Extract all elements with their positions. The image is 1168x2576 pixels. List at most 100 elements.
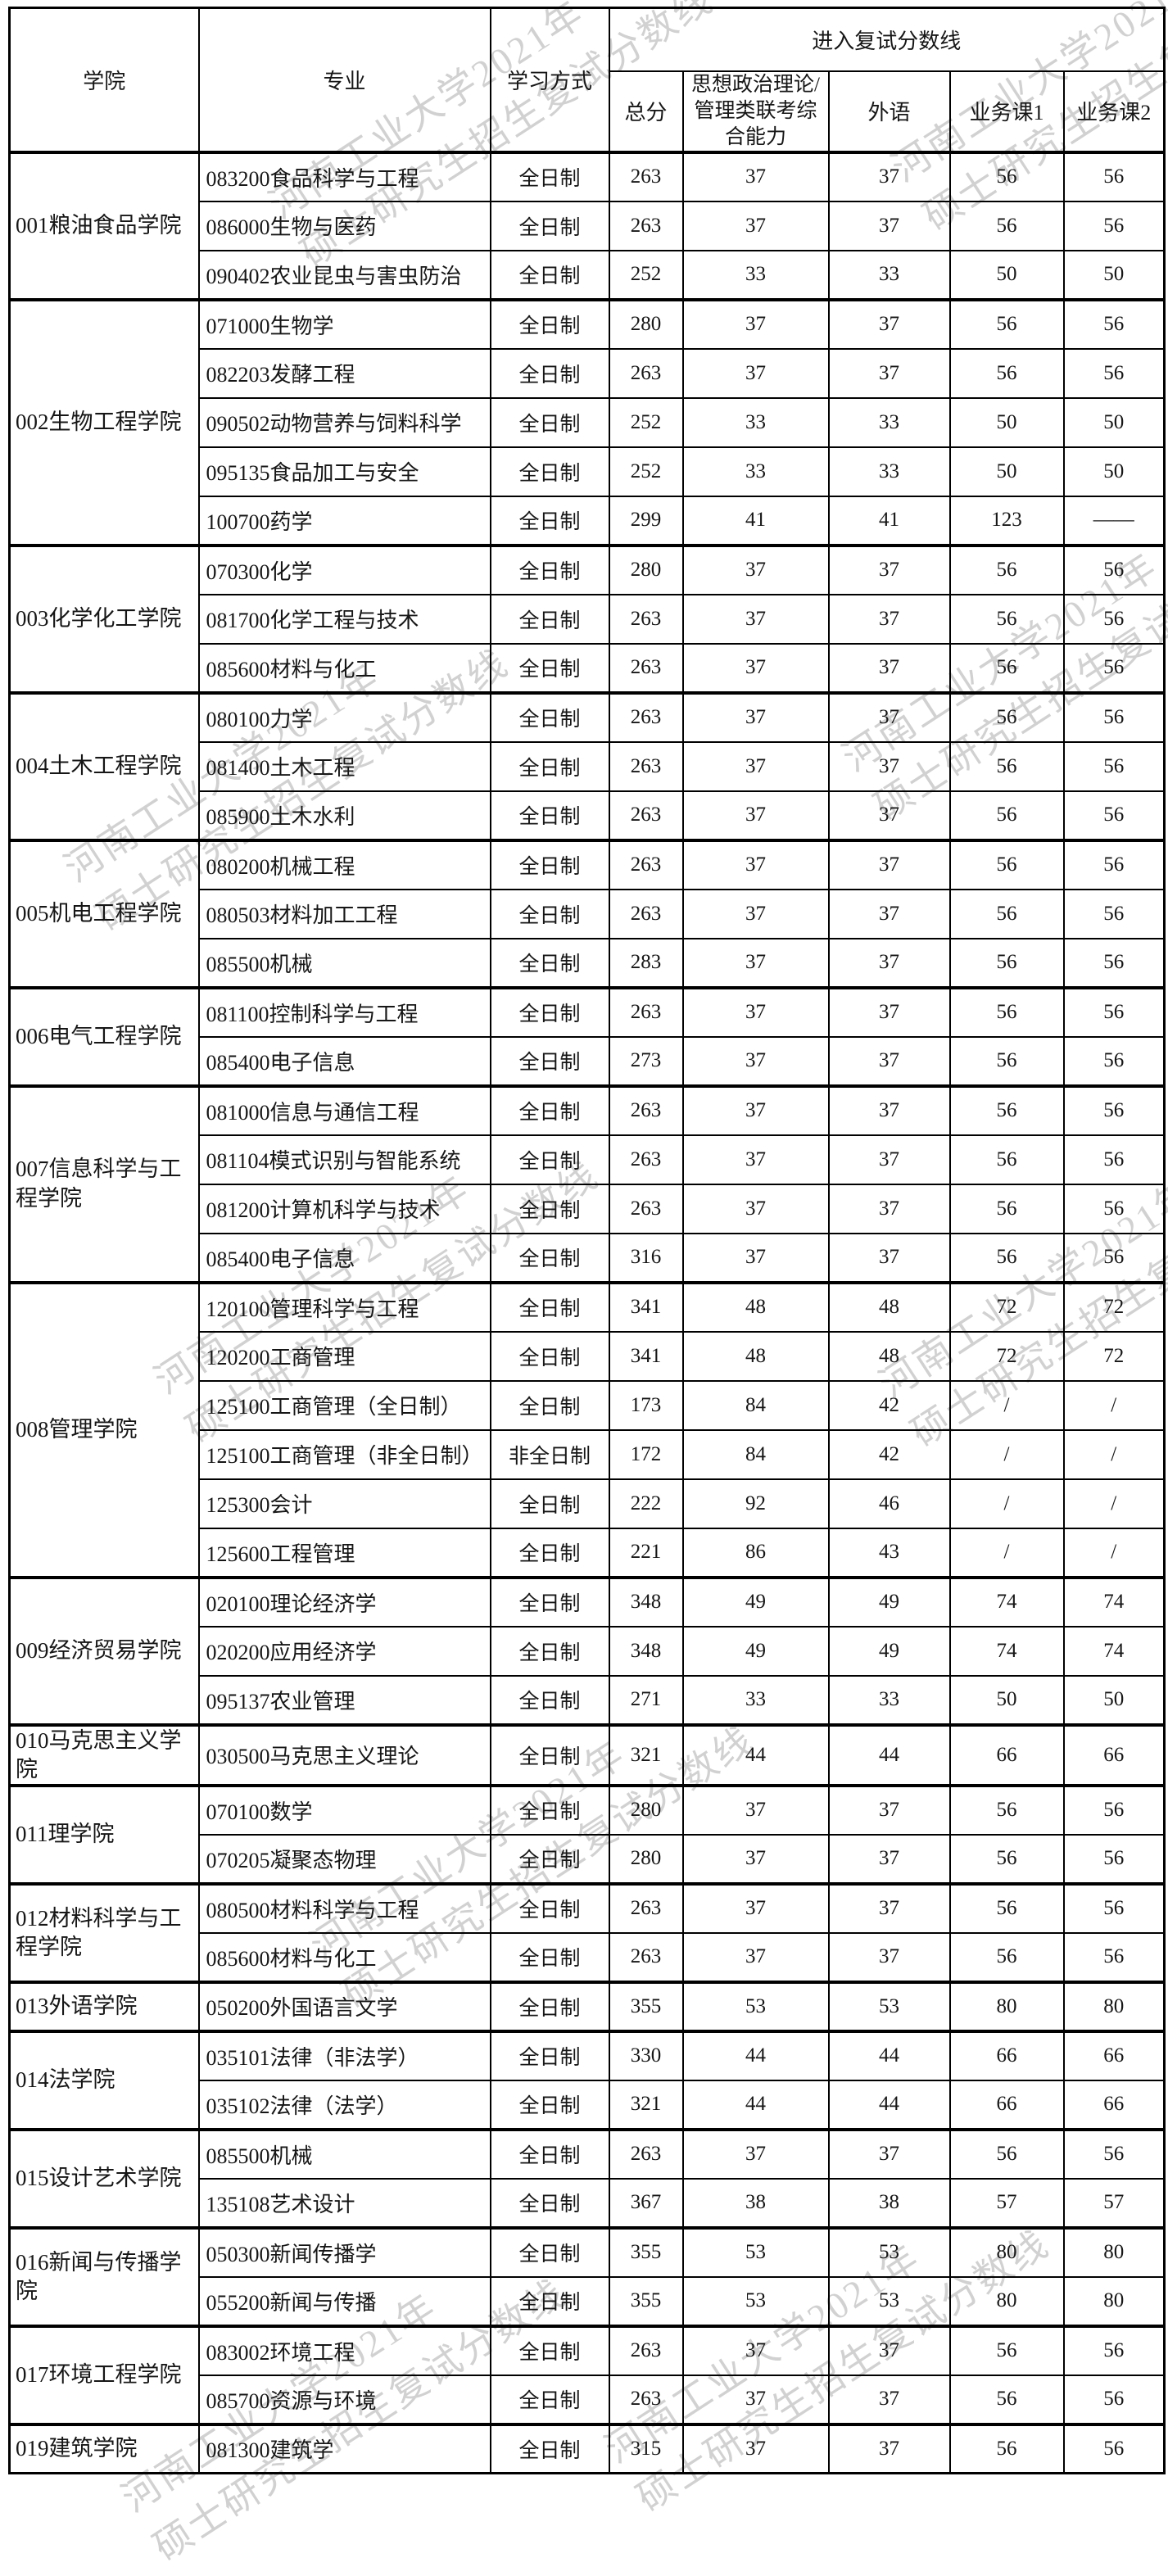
score-cell: 74 xyxy=(1062,1575,1166,1628)
score-cell: 56 xyxy=(948,690,1065,743)
score-cell: 56 xyxy=(948,985,1065,1038)
major-cell: 085400电子信息 xyxy=(197,1035,491,1087)
study-mode-cell: 全日制 xyxy=(489,1674,610,1726)
major-cell: 085400电子信息 xyxy=(197,1232,491,1283)
score-cell: 56 xyxy=(1062,1931,1166,1983)
score-cell: 33 xyxy=(681,1674,830,1726)
score-cell: 33 xyxy=(681,396,830,448)
score-cell: 56 xyxy=(948,1183,1065,1234)
study-mode-cell: 全日制 xyxy=(489,790,610,841)
table-row: 012材料科学与工程学院 080500材料科学与工程 全日制 263 37 37 56 56 xyxy=(8,1881,1166,1983)
major-cell: 070100数学 xyxy=(197,1783,491,1836)
score-cell: / xyxy=(948,1428,1065,1480)
score-cell: 37 xyxy=(681,888,830,939)
table-row: 085600材料与化工 全日制 263 37 37 56 56 xyxy=(10,1931,1166,1983)
score-cell: 37 xyxy=(827,2422,951,2474)
score-cell: 56 xyxy=(948,740,1065,792)
score-cell: 37 xyxy=(681,2127,830,2180)
study-mode-cell: 全日制 xyxy=(489,2225,610,2278)
score-cell: 56 xyxy=(948,838,1065,890)
score-cell: 56 xyxy=(1062,2127,1166,2180)
score-cell: 56 xyxy=(1062,740,1166,792)
college-cell: 005机电工程学院 xyxy=(8,838,200,989)
table-row: 014法学院 035101法律（非法学） 全日制 330 44 44 66 66 xyxy=(8,2029,1166,2130)
major-cell: 035101法律（非法学） xyxy=(197,2029,491,2081)
study-mode-cell: 全日制 xyxy=(489,2374,610,2425)
study-mode-cell: 全日制 xyxy=(489,200,610,251)
table-row: 090502动物营养与饲料科学 全日制 252 33 33 50 50 xyxy=(10,396,1166,448)
score-cell: 263 xyxy=(608,1881,684,1934)
score-cell: 48 xyxy=(681,1330,830,1382)
score-cell: 263 xyxy=(608,838,684,890)
score-cell: 56 xyxy=(1062,985,1166,1038)
score-cell: / xyxy=(1062,1428,1166,1480)
score-cell: 321 xyxy=(608,1723,684,1786)
score-cell: 56 xyxy=(1062,937,1166,989)
table-row: 085500机械 全日制 283 37 37 56 56 xyxy=(10,937,1166,989)
table-row: 090402农业昆虫与害虫防治 全日制 252 33 33 50 50 xyxy=(10,249,1166,301)
major-cell: 085600材料与化工 xyxy=(197,642,491,694)
major-cell: 125300会计 xyxy=(197,1478,491,1529)
score-cell: 56 xyxy=(948,2422,1065,2474)
score-cell: 348 xyxy=(608,1575,684,1628)
major-cell: 081200计算机科学与技术 xyxy=(197,1183,491,1234)
major-cell: 055200新闻与传播 xyxy=(197,2275,491,2327)
major-cell: 100700药学 xyxy=(197,495,491,546)
score-cell: 37 xyxy=(681,2324,830,2376)
score-cell: 37 xyxy=(827,1084,951,1136)
score-cell: 56 xyxy=(1062,2374,1166,2425)
score-cell: 263 xyxy=(608,1183,684,1234)
college-cell: 004土木工程学院 xyxy=(8,690,200,841)
table-row: 081400土木工程 全日制 263 37 37 56 56 xyxy=(10,740,1166,792)
score-cell: 37 xyxy=(827,593,951,645)
score-cell: 37 xyxy=(827,790,951,841)
score-cell: 50 xyxy=(948,396,1065,448)
score-cell: 56 xyxy=(1062,2324,1166,2376)
score-cell: 263 xyxy=(608,2127,684,2180)
college-cell: 003化学化工学院 xyxy=(8,543,200,694)
score-cell: 56 xyxy=(948,642,1065,694)
score-cell: 49 xyxy=(681,1625,830,1677)
study-mode-cell: 全日制 xyxy=(489,2079,610,2130)
score-cell: 56 xyxy=(948,790,1065,841)
college-cell: 012材料科学与工程学院 xyxy=(8,1881,200,1983)
score-cell: 56 xyxy=(1062,200,1166,251)
score-cell: 33 xyxy=(681,446,830,497)
header-course2: 业务课2 xyxy=(1062,70,1166,153)
table-row: 007信息科学与工程学院 081000信息与通信工程 全日制 263 37 37 56 56 xyxy=(8,1084,1166,1283)
score-cell: 80 xyxy=(948,2275,1065,2327)
score-cell: 44 xyxy=(681,2079,830,2130)
score-cell: 53 xyxy=(827,1980,951,2032)
score-cell: 56 xyxy=(1062,1084,1166,1136)
study-mode-cell: 全日制 xyxy=(489,1723,610,1786)
score-cell: 37 xyxy=(681,985,830,1038)
table-row: 082203发酵工程 全日制 263 37 37 56 56 xyxy=(10,347,1166,399)
score-cell: 37 xyxy=(681,1881,830,1934)
score-cell: 37 xyxy=(827,1881,951,1934)
study-mode-cell: 全日制 xyxy=(489,1280,610,1333)
study-mode-cell: 全日制 xyxy=(489,2422,610,2474)
score-cell: 74 xyxy=(948,1625,1065,1677)
score-cell: 80 xyxy=(1062,1980,1166,2032)
table-row: 011理学院 070100数学 全日制 280 37 37 56 56 xyxy=(8,1783,1166,1885)
score-cell: 37 xyxy=(681,2374,830,2425)
score-cell: 37 xyxy=(681,1931,830,1983)
study-mode-cell: 全日制 xyxy=(489,297,610,350)
score-cell: 173 xyxy=(608,1379,684,1431)
major-cell: 085500机械 xyxy=(197,2127,491,2180)
major-cell: 070205凝聚态物理 xyxy=(197,1833,491,1885)
score-cell: 80 xyxy=(1062,2225,1166,2278)
study-mode-cell: 全日制 xyxy=(489,150,610,202)
score-cell: 355 xyxy=(608,2225,684,2278)
score-cell: 43 xyxy=(827,1527,951,1578)
score-cell: 53 xyxy=(681,2225,830,2278)
study-mode-cell: 全日制 xyxy=(489,838,610,890)
major-cell: 125100工商管理（全日制） xyxy=(197,1379,491,1431)
score-cell: 56 xyxy=(948,1783,1065,1836)
college-cell: 008管理学院 xyxy=(8,1280,200,1578)
table-row: 035102法律（法学） 全日制 321 44 44 66 66 xyxy=(10,2079,1166,2130)
score-cell: 56 xyxy=(948,1881,1065,1934)
major-cell: 050300新闻传播学 xyxy=(197,2225,491,2278)
study-mode-cell: 全日制 xyxy=(489,495,610,546)
major-cell: 081104模式识别与智能系统 xyxy=(197,1134,491,1185)
